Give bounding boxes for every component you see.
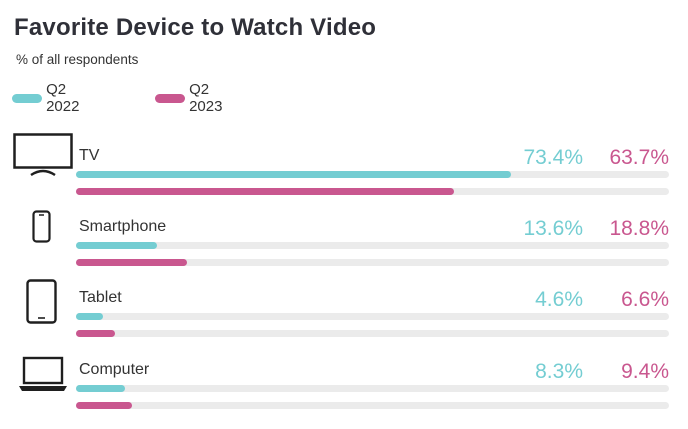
chart-title: Favorite Device to Watch Video — [14, 14, 377, 41]
category-label-smartphone: Smartphone — [79, 218, 167, 235]
value-label-tablet-q2-2023: 6.6% — [621, 288, 669, 311]
category-label-tv: TV — [79, 147, 100, 164]
legend-swatch-q2-2022 — [12, 93, 43, 103]
value-label-tv-q2-2023: 63.7% — [609, 146, 669, 169]
legend-item-q2-2022: Q2 2022 — [12, 81, 89, 115]
value-label-computer-q2-2023: 9.4% — [621, 360, 669, 383]
laptop-icon — [18, 356, 68, 397]
legend-swatch-q2-2023 — [155, 93, 186, 103]
bar-track-tablet-q2-2023 — [76, 330, 669, 337]
tablet-icon — [26, 279, 58, 330]
bar-track-tablet-q2-2022 — [76, 313, 669, 320]
chart-subtitle: % of all respondents — [16, 52, 139, 67]
bar-track-smartphone-q2-2023 — [76, 259, 669, 266]
bar-tablet-q2-2023 — [76, 330, 116, 337]
value-label-smartphone-q2-2022: 13.6% — [523, 217, 583, 240]
bar-computer-q2-2022 — [76, 385, 126, 392]
legend-label-q2-2022: Q2 2022 — [46, 81, 80, 115]
bar-smartphone-q2-2022 — [76, 242, 157, 249]
bar-track-computer-q2-2023 — [76, 402, 669, 409]
bar-computer-q2-2023 — [76, 402, 132, 409]
value-label-computer-q2-2022: 8.3% — [535, 360, 583, 383]
bar-tv-q2-2022 — [76, 171, 512, 178]
legend-label-q2-2023: Q2 2023 — [189, 81, 223, 115]
category-label-tablet: Tablet — [79, 289, 122, 306]
value-label-tv-q2-2022: 73.4% — [523, 146, 583, 169]
bar-tablet-q2-2022 — [76, 313, 104, 320]
bar-track-computer-q2-2022 — [76, 385, 669, 392]
bar-track-smartphone-q2-2022 — [76, 242, 669, 249]
bar-tv-q2-2023 — [76, 188, 454, 195]
category-label-computer: Computer — [79, 361, 150, 378]
tv-icon — [13, 133, 73, 182]
legend-item-q2-2023: Q2 2023 — [155, 81, 232, 115]
smartphone-icon — [32, 210, 52, 249]
bar-smartphone-q2-2023 — [76, 259, 188, 266]
value-label-tablet-q2-2022: 4.6% — [535, 288, 583, 311]
value-label-smartphone-q2-2023: 18.8% — [609, 217, 669, 240]
